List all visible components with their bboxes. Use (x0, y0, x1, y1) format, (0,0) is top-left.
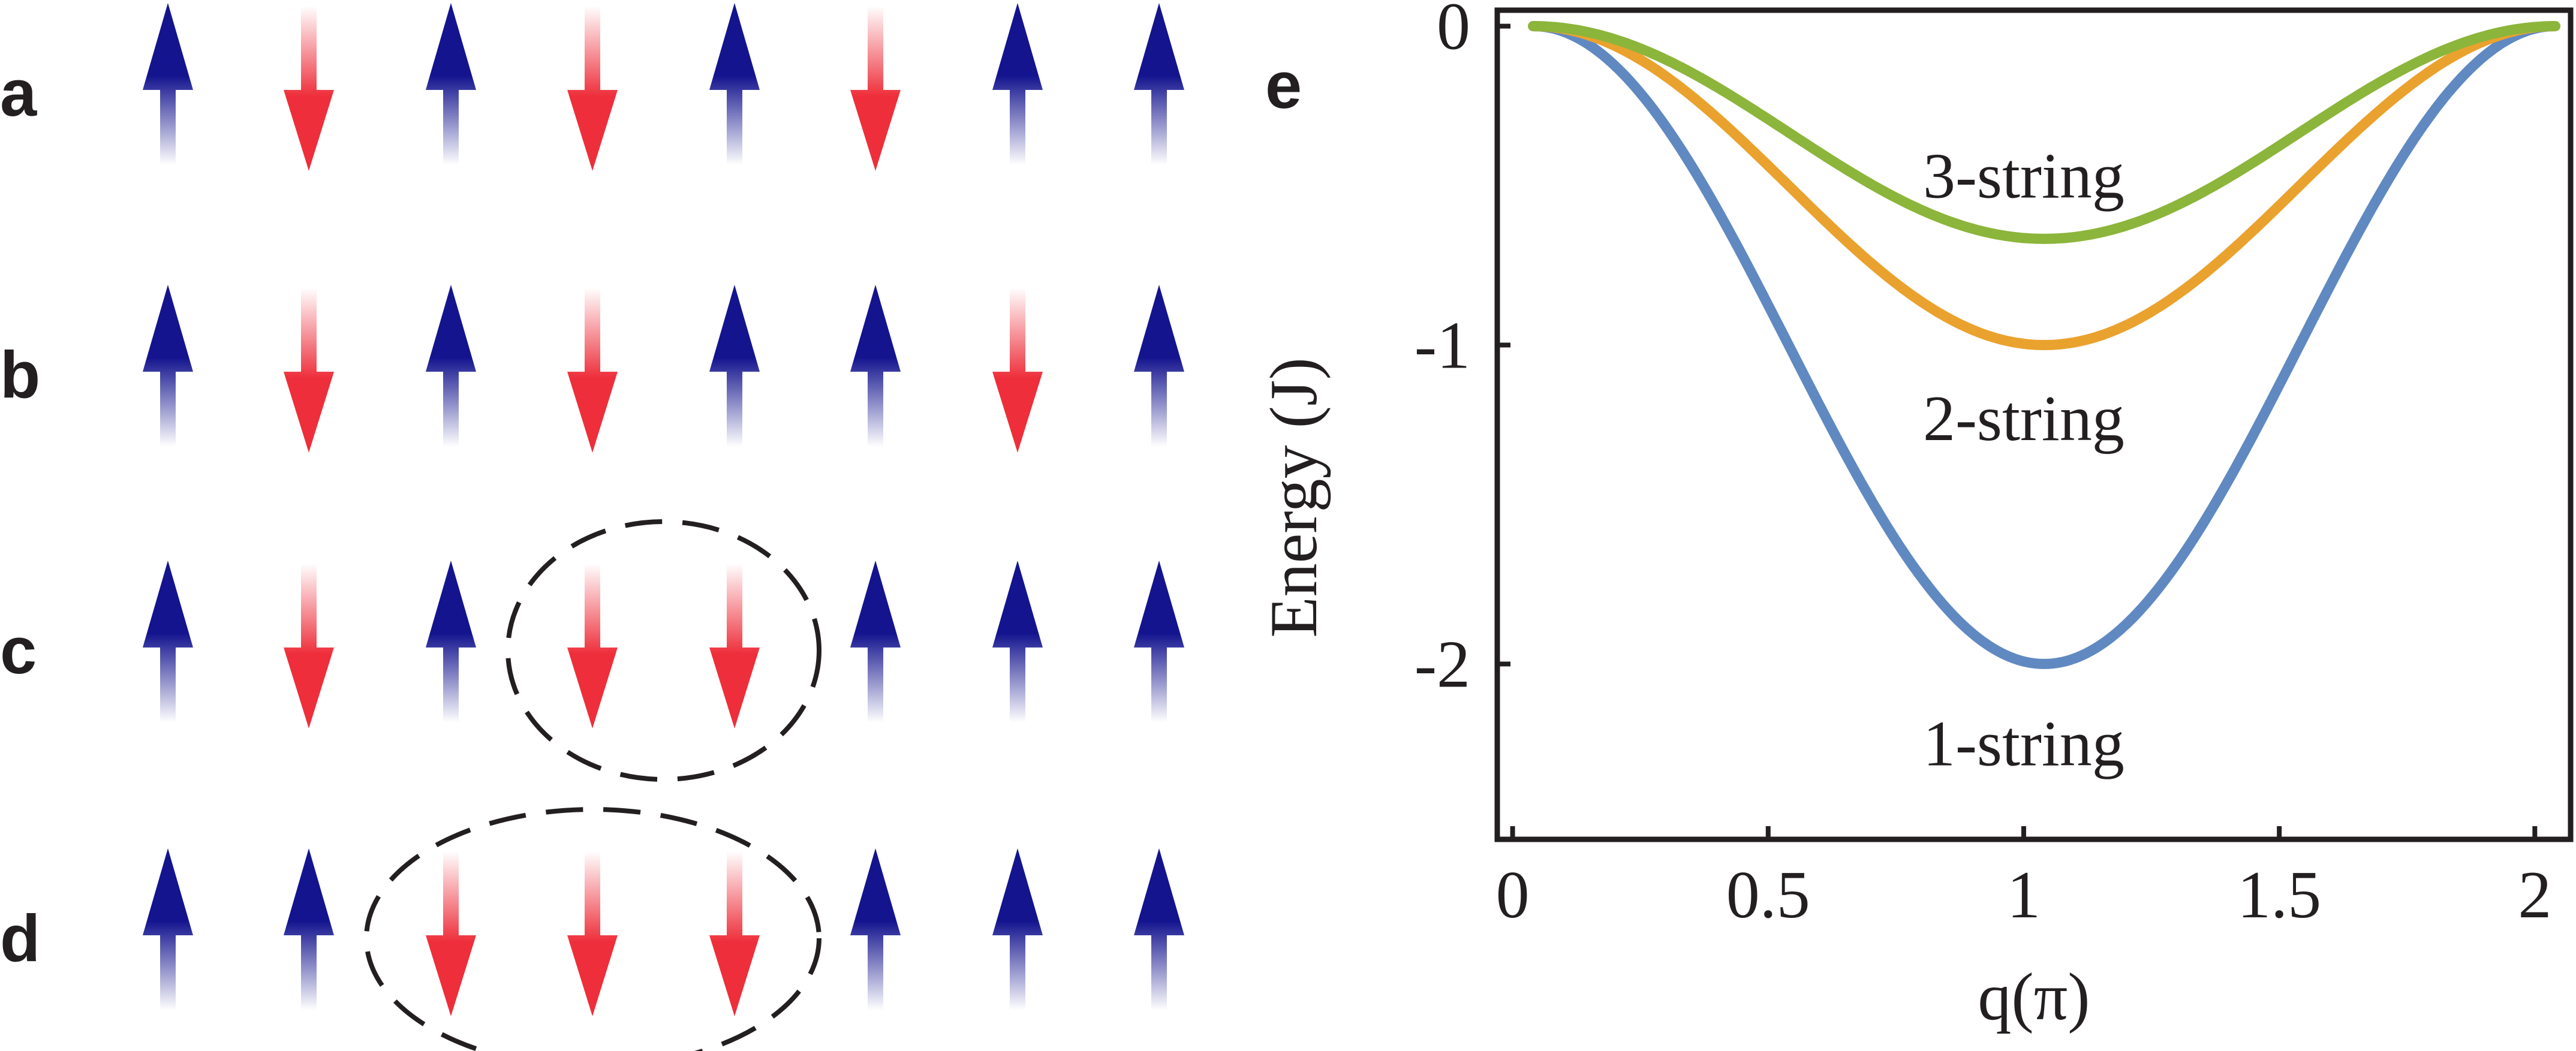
spin-up-arrow (143, 3, 193, 165)
spin-down-arrow (709, 851, 760, 1016)
string-cluster-outline (364, 807, 821, 1051)
spin-up-arrow (992, 561, 1043, 722)
spin-down-arrow (567, 564, 618, 728)
x-tick-label: 1.5 (2237, 858, 2321, 932)
spin-up-arrow (143, 561, 193, 722)
series-line-1-string (1528, 21, 2560, 669)
series-line-2-string (1528, 21, 2560, 350)
x-tick-label: 1 (2007, 858, 2041, 932)
spin-panel-a: a (0, 3, 1184, 171)
spin-up-arrow (992, 3, 1043, 165)
spin-down-arrow (426, 851, 476, 1016)
spin-down-arrow (284, 564, 334, 728)
spin-up-arrow (709, 285, 760, 447)
spin-panel-b: b (0, 285, 1184, 453)
spin-down-arrow (567, 288, 618, 453)
spin-down-arrow (567, 6, 618, 171)
y-ticks: 0 -1 -2 (1415, 0, 1510, 701)
y-axis-label: Energy (J) (1257, 357, 1331, 638)
spin-up-arrow (143, 848, 193, 1010)
panel-label-c: c (0, 614, 37, 688)
panel-label-b: b (0, 338, 40, 412)
spin-up-arrow (426, 285, 476, 447)
curve-labels: 1-string 2-string 3-string (1923, 141, 2124, 780)
y-tick-label: -2 (1415, 627, 1470, 701)
y-tick-label: 0 (1437, 0, 1470, 64)
spin-up-arrow (850, 561, 901, 722)
y-tick-label: -1 (1415, 309, 1470, 383)
string-cluster-outline (505, 519, 821, 782)
series-line-3-string (1528, 21, 2560, 244)
spin-up-arrow (284, 848, 334, 1010)
spin-panel-c: c (0, 519, 1184, 782)
series-label-1-string: 1-string (1923, 708, 2124, 779)
spin-down-arrow (850, 6, 901, 171)
spin-panel-d: d (0, 807, 1184, 1051)
spin-up-arrow (1134, 285, 1184, 447)
panel-label-d: d (0, 902, 40, 975)
plot-frame (1494, 7, 2574, 842)
x-axis-label: q(π) (1978, 960, 2090, 1034)
spin-up-arrow (992, 848, 1043, 1010)
x-ticks: 0 0.5 1 1.5 2 (1496, 826, 2551, 932)
series-label-2-string: 2-string (1923, 383, 2124, 454)
spin-up-arrow (426, 561, 476, 722)
spin-up-arrow (850, 848, 901, 1010)
spin-down-arrow (567, 851, 618, 1016)
spin-up-arrow (1134, 848, 1184, 1010)
spin-down-arrow (709, 564, 760, 728)
chart-curves (1528, 21, 2560, 669)
spin-down-arrow (284, 6, 334, 171)
x-tick-label: 2 (2518, 858, 2551, 932)
spin-panels: a b c d (0, 3, 1184, 1051)
spin-up-arrow (1134, 3, 1184, 165)
spin-up-arrow (850, 285, 901, 447)
spin-up-arrow (143, 285, 193, 447)
spin-up-arrow (1134, 561, 1184, 722)
spin-down-arrow (284, 288, 334, 453)
spin-up-arrow (426, 3, 476, 165)
panel-label-a: a (0, 56, 37, 130)
x-tick-label: 0.5 (1726, 858, 1810, 932)
panel-label-e: e (1265, 49, 1302, 122)
spin-down-arrow (992, 288, 1043, 453)
series-label-3-string: 3-string (1923, 141, 2124, 212)
spin-up-arrow (709, 3, 760, 165)
x-tick-label: 0 (1496, 858, 1530, 932)
energy-chart: e 0 0.5 1 1.5 2 0 -1 -2 1-string 2-string 3-stri… (1257, 0, 2574, 1034)
